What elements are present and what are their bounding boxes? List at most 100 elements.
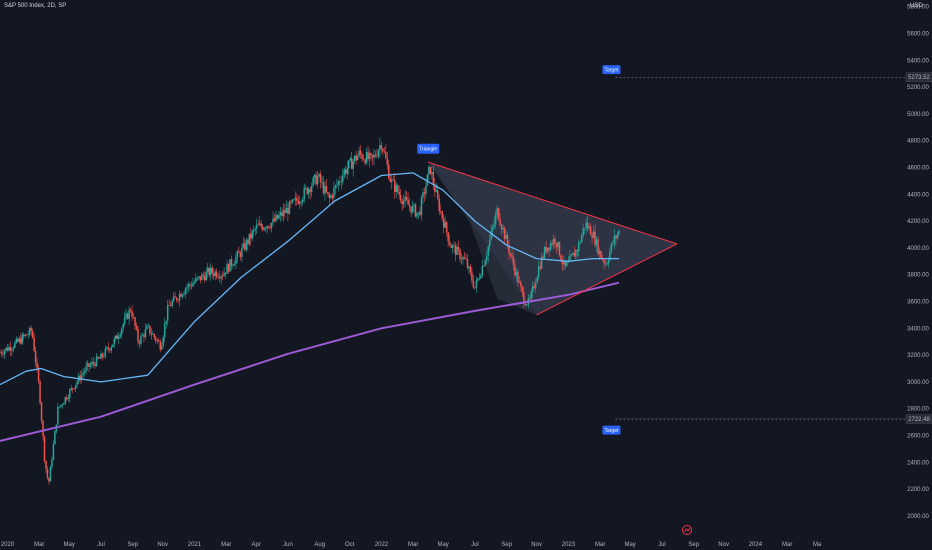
x-tick-label: Jul	[97, 542, 105, 548]
candle-body	[266, 226, 268, 229]
candle-body	[612, 243, 614, 244]
candle-body	[296, 197, 298, 201]
moving-averages	[0, 172, 620, 442]
chart-title: S&P 500 Index, 2D, SP	[4, 3, 66, 9]
candle-body	[594, 231, 596, 246]
candle-body	[304, 187, 307, 189]
candle-body	[239, 252, 242, 257]
y-tick-label: 2800.00	[907, 407, 929, 413]
x-tick-label: 2022	[375, 542, 389, 548]
y-tick-label: 5600.00	[907, 32, 929, 38]
candle-body	[37, 367, 40, 382]
candle-body	[542, 256, 544, 259]
candle-body	[152, 334, 154, 335]
candle-body	[294, 197, 297, 200]
tradingview-logo-icon[interactable]	[682, 525, 692, 535]
candle-body	[5, 347, 7, 351]
target-price-box	[905, 72, 932, 82]
x-tick-label: Mar	[782, 542, 792, 548]
candle-body	[227, 264, 230, 272]
candle-body	[180, 293, 182, 297]
candle-body	[610, 243, 613, 252]
candle-body	[217, 277, 219, 278]
candle-body	[245, 240, 248, 250]
candle-body	[566, 262, 568, 267]
candle-body	[555, 243, 558, 248]
candle-body	[500, 224, 503, 230]
x-tick-label: Sep	[127, 542, 138, 548]
candle-body	[150, 333, 153, 335]
candle-body	[469, 266, 472, 273]
candle-body	[287, 207, 289, 214]
candle-body	[177, 300, 179, 301]
candle-body	[39, 381, 41, 403]
candle-body	[220, 275, 222, 279]
candle-body	[196, 277, 199, 279]
candle-body	[80, 374, 83, 381]
candle-body	[303, 187, 305, 200]
candle-body	[98, 358, 101, 359]
candle-body	[374, 154, 377, 157]
candle-body	[606, 263, 608, 265]
candle-body	[563, 261, 565, 265]
candle-body	[300, 201, 303, 203]
candle-body	[315, 174, 317, 185]
candle-body	[91, 362, 93, 365]
candle-body	[407, 199, 409, 205]
candle-body	[511, 255, 513, 258]
candle-body	[241, 247, 243, 257]
candle-body	[212, 273, 215, 276]
candle-body	[389, 178, 392, 182]
x-tick-label: Ma	[813, 542, 822, 548]
candle-body	[551, 243, 553, 245]
candle-body	[586, 222, 589, 229]
candle-body	[140, 335, 142, 344]
x-tick-label: May	[624, 542, 635, 548]
price-axis[interactable]: 2000.00 2200.00 2400.00 2600.00 2800.00 3000.…	[907, 5, 929, 520]
candle-body	[33, 337, 35, 351]
candle-body	[119, 334, 121, 337]
candle-body	[447, 232, 449, 242]
time-axis[interactable]: 2020 Mar May Jul Sep Nov 2021 Mar Apr Jun Aug Oct 20…	[1, 542, 822, 548]
candle-body	[250, 233, 252, 239]
candle-body	[546, 247, 549, 252]
candle-body	[549, 243, 552, 250]
candle-body	[572, 252, 574, 255]
candle-body	[358, 150, 360, 156]
candle-body	[603, 259, 605, 264]
target-label-box	[602, 65, 621, 75]
candle-body	[11, 349, 13, 351]
y-tick-label: 4000.00	[907, 246, 929, 252]
candle-body	[54, 430, 56, 445]
candle-body	[578, 242, 580, 252]
candle-body	[517, 271, 519, 283]
candle-body	[310, 185, 313, 193]
candle-body	[530, 291, 533, 300]
candle-body	[281, 212, 283, 217]
target-label: Target	[604, 428, 619, 434]
candle-body	[539, 266, 541, 269]
candle-body	[46, 469, 49, 478]
candle-body	[607, 260, 610, 264]
candle-body	[486, 255, 488, 261]
candle-body	[0, 352, 1, 354]
candle-body	[79, 375, 81, 381]
candle-body	[399, 194, 402, 201]
candle-body	[115, 335, 117, 339]
candle-body	[475, 280, 478, 289]
candle-body	[343, 169, 346, 176]
candle-body	[483, 265, 485, 267]
candle-body	[106, 347, 108, 349]
candle-body	[336, 184, 338, 186]
candle-body	[472, 280, 475, 288]
candle-body	[463, 257, 466, 259]
candle-body	[178, 293, 181, 301]
candle-body	[169, 305, 172, 307]
candle-body	[18, 338, 21, 342]
candle-body	[24, 334, 26, 337]
x-tick-label: Apr	[251, 542, 260, 548]
currency-label: USD	[910, 3, 923, 9]
candle-body	[484, 260, 487, 266]
candle-body	[353, 155, 356, 162]
